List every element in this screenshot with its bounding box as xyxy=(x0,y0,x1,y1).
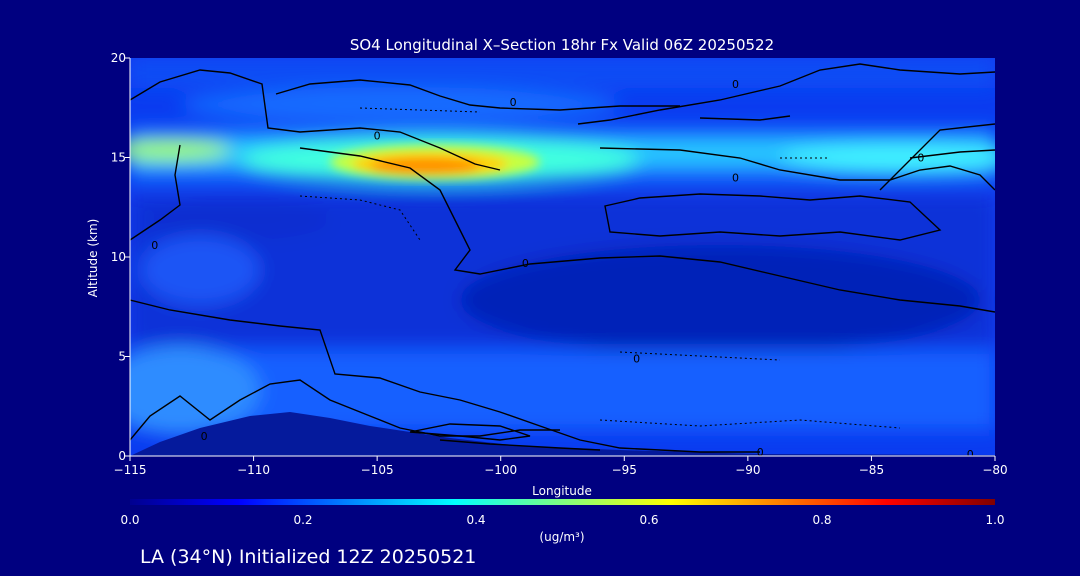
y-tick-label: 5 xyxy=(118,350,126,364)
x-tick-label: −95 xyxy=(612,463,637,477)
x-axis-ticks: −115 −110 −105 −100 −95 −90 −85 −80 xyxy=(114,456,1008,477)
colorbar-tick-label: 1.0 xyxy=(985,513,1004,527)
contour-lines-dotted xyxy=(299,107,901,429)
field-dark-right xyxy=(460,245,980,355)
contour-label: 0 xyxy=(732,171,739,184)
field-dark-left xyxy=(150,200,330,240)
y-axis-label: Altitude (km) xyxy=(86,219,100,298)
x-tick-label: −85 xyxy=(859,463,884,477)
contour-line xyxy=(130,144,181,241)
terrain xyxy=(130,412,995,456)
field-mid-left xyxy=(140,235,260,305)
chart-title: SO4 Longitudinal X–Section 18hr Fx Valid… xyxy=(350,36,774,54)
field-upper-left xyxy=(130,140,230,160)
contour-label: 0 xyxy=(633,352,640,365)
contour-line-dotted xyxy=(599,419,901,429)
y-tick-label: 0 xyxy=(118,449,126,463)
colorbar-label: (ug/m³) xyxy=(539,530,584,544)
colorbar-strip xyxy=(130,499,995,505)
x-axis-label: Longitude xyxy=(532,484,592,498)
contour-line xyxy=(130,379,560,441)
contour-line xyxy=(909,149,995,159)
colorbar-ticks: 0.0 0.2 0.4 0.6 0.8 1.0 xyxy=(120,513,1004,527)
y-tick-label: 15 xyxy=(111,151,126,165)
x-tick-label: −115 xyxy=(114,463,147,477)
y-tick-label: 10 xyxy=(111,250,126,264)
contour-labels: 0 0 0 0 0 0 0 0 0 0 0 xyxy=(151,78,974,461)
contour-line xyxy=(299,147,995,313)
contour-line-dotted xyxy=(619,351,781,361)
colorbar: 0.0 0.2 0.4 0.6 0.8 1.0 (ug/m³) xyxy=(120,499,1005,544)
field-upper-right xyxy=(780,143,995,173)
colorbar-tick-label: 0.6 xyxy=(639,513,658,527)
contour-line xyxy=(699,115,791,121)
colorbar-tick-label: 0.8 xyxy=(812,513,831,527)
x-tick-label: −90 xyxy=(735,463,760,477)
contour-label: 0 xyxy=(374,130,381,143)
x-tick-label: −80 xyxy=(982,463,1007,477)
x-tick-label: −100 xyxy=(484,463,517,477)
contour-line xyxy=(130,299,760,453)
colorbar-tick-label: 0.2 xyxy=(293,513,312,527)
contour-label: 0 xyxy=(522,257,529,270)
contour-label: 0 xyxy=(757,446,764,459)
x-tick-label: −105 xyxy=(361,463,394,477)
contour-line xyxy=(409,423,531,441)
contour-label: 0 xyxy=(151,239,158,252)
contour-label: 0 xyxy=(201,430,208,443)
contour-line xyxy=(604,193,942,241)
contour-label: 0 xyxy=(917,152,924,165)
colorbar-tick-label: 0.4 xyxy=(466,513,485,527)
plot-area: 0 0 0 0 0 0 0 0 0 0 0 xyxy=(130,58,995,461)
maximum-core xyxy=(330,145,540,179)
contour-label: 0 xyxy=(510,96,517,109)
y-axis-ticks: 0 5 10 15 20 xyxy=(111,51,130,463)
contour-line xyxy=(275,79,680,111)
field-top xyxy=(130,58,995,88)
contour-line xyxy=(879,123,995,191)
contour-lines xyxy=(130,63,995,453)
x-tick-label: −110 xyxy=(237,463,270,477)
contour-label: 0 xyxy=(732,78,739,91)
footer-caption: LA (34°N) Initialized 12Z 20250521 xyxy=(140,546,476,568)
contour-line xyxy=(599,147,995,191)
y-tick-label: 20 xyxy=(111,51,126,65)
contour-line-dotted xyxy=(359,107,481,113)
contour-line xyxy=(577,63,995,125)
colorbar-tick-label: 0.0 xyxy=(120,513,139,527)
contour-line-dotted xyxy=(299,195,421,241)
field-low-left xyxy=(130,345,260,435)
field-top-bright xyxy=(180,87,620,123)
contour-line xyxy=(439,439,601,451)
contour-label: 0 xyxy=(967,448,974,461)
contour-line xyxy=(130,69,501,171)
